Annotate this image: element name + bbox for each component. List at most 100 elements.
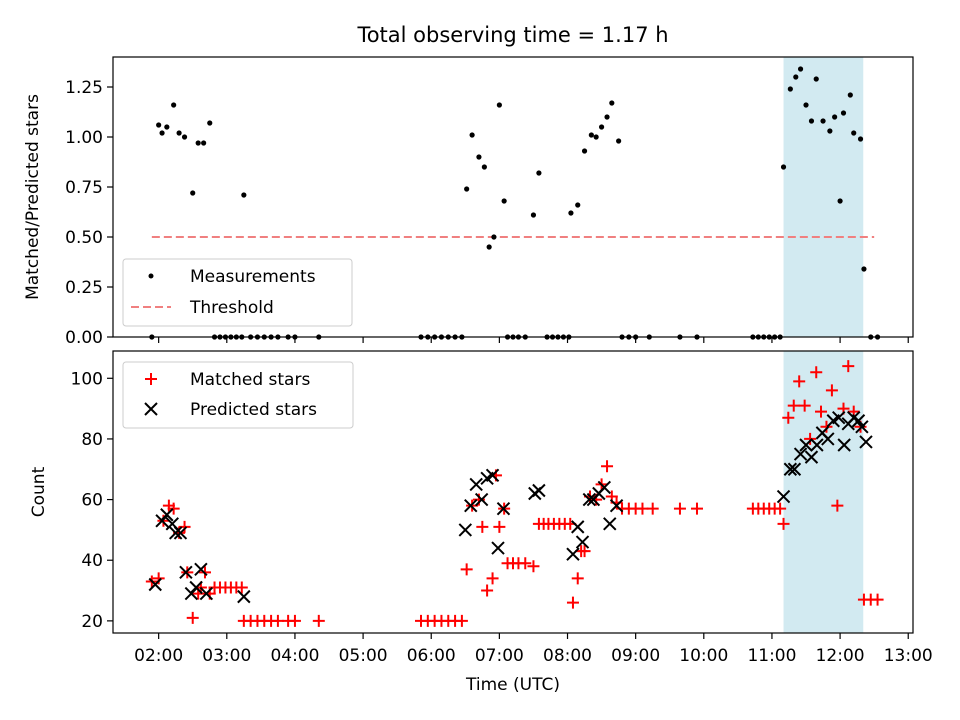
measurement-point <box>593 134 599 140</box>
predicted-stars-point <box>776 489 791 504</box>
matched-stars-point <box>476 520 489 533</box>
y-tick-label: 0.50 <box>65 228 103 248</box>
measurement-point <box>156 122 162 128</box>
measurement-point <box>827 128 833 134</box>
predicted-stars-point <box>832 411 846 425</box>
matched-stars-point <box>820 420 833 433</box>
measurement-point <box>171 102 177 108</box>
measurement-point <box>857 136 864 142</box>
predicted-stars-point <box>199 586 214 601</box>
predicted-stars-point <box>194 562 208 577</box>
measurement-point <box>820 118 826 124</box>
predicted-stars-point <box>821 432 835 446</box>
y-tick-label: 1.00 <box>65 128 103 148</box>
predicted-stars-point <box>783 462 798 476</box>
predicted-stars-point <box>571 520 585 534</box>
matched-stars-point <box>566 596 579 609</box>
matched-stars-point <box>646 502 659 515</box>
matched-stars-point <box>167 502 180 515</box>
highlight-span-bottom <box>783 351 864 633</box>
matched-stars-point <box>777 517 790 530</box>
matched-stars-point <box>486 572 499 585</box>
matched-stars-point <box>798 399 811 412</box>
ratio-y-ticks: 0.00 0.25 0.50 0.75 1.00 1.25 <box>65 78 113 348</box>
ratio-axes-frame <box>112 56 914 338</box>
predicted-stars-point <box>532 483 546 498</box>
predicted-stars-point <box>179 565 193 580</box>
matched-stars-point <box>810 366 823 379</box>
measurement-point <box>530 212 537 218</box>
measurement-point <box>851 130 857 136</box>
predicted-stars-point <box>799 438 813 452</box>
y-tick-label: 80 <box>81 430 103 450</box>
matched-stars-point <box>472 493 485 506</box>
count-axes-frame <box>112 350 914 634</box>
matched-stars-point <box>235 581 248 594</box>
measurement-point <box>803 102 809 108</box>
matched-stars-point <box>460 563 473 576</box>
matched-stars-point <box>815 405 828 418</box>
highlight-span-top <box>783 57 864 337</box>
measurement-point <box>793 74 799 80</box>
matched-stars-point <box>578 545 591 558</box>
matched-stars-point <box>871 593 884 606</box>
measurements-legend-marker <box>148 273 154 279</box>
count-y-axis-label: Count <box>29 466 49 517</box>
ratio-legend-box <box>122 258 353 327</box>
matched-stars-point <box>673 502 686 515</box>
matched-stars-point <box>571 572 584 585</box>
x-tick-label: 10:00 <box>679 646 728 666</box>
count-panel: 20 40 60 80 100 02:00 03:00 04:00 05:00 06:00 07:… <box>29 350 933 695</box>
measurement-point <box>469 132 475 138</box>
y-tick-label: 100 <box>71 369 103 389</box>
matched-stars-point <box>804 432 817 445</box>
matched-stars-point <box>782 411 795 424</box>
matched-stars-point <box>312 614 325 627</box>
measurement-point <box>780 164 787 170</box>
y-tick-label: 0.75 <box>65 178 103 198</box>
predicted-stars-point <box>173 526 188 540</box>
measurement-point <box>201 140 207 146</box>
matched-stars-point <box>774 502 787 515</box>
predicted-stars-point <box>597 480 612 495</box>
measurement-point <box>813 76 819 82</box>
matched-stars-legend-label: Matched stars <box>190 370 310 390</box>
predicted-stars-point <box>237 589 251 604</box>
measurement-point <box>837 198 843 204</box>
chart-title: Total observing time = 1.17 h <box>356 23 668 47</box>
measurement-point <box>609 100 615 106</box>
matched-stars-point <box>842 360 855 373</box>
measurement-point <box>840 110 847 116</box>
measurement-point <box>464 186 470 192</box>
predicted-stars-point <box>458 523 473 537</box>
time-x-axis-label: Time (UTC) <box>465 675 560 695</box>
measurement-point <box>481 164 487 170</box>
ratio-legend: Measurements Threshold <box>122 258 353 327</box>
x-tick-label: 06:00 <box>407 646 456 666</box>
predicted-stars-point <box>168 526 183 540</box>
measurement-point <box>241 192 247 198</box>
x-tick-label: 08:00 <box>543 646 592 666</box>
measurement-point <box>598 124 605 130</box>
measurement-point <box>181 134 188 140</box>
measurement-point <box>159 130 165 136</box>
matched-stars-point <box>493 520 506 533</box>
measurement-point <box>588 132 594 138</box>
predicted-stars-point <box>793 447 808 461</box>
measurement-point <box>164 124 170 130</box>
x-tick-label: 04:00 <box>270 646 319 666</box>
measurement-point <box>581 148 588 154</box>
predicted-stars-point <box>855 420 869 434</box>
matched-stars-point <box>690 502 703 515</box>
threshold-legend-label: Threshold <box>189 298 274 318</box>
count-x-ticks: 02:00 03:00 04:00 05:00 06:00 07:00 08:00 09:00… <box>134 633 933 666</box>
predicted-stars-point <box>160 508 174 522</box>
measurement-point <box>797 66 804 72</box>
matched-stars-point <box>527 560 540 573</box>
measurement-point <box>861 266 867 272</box>
matched-stars-point <box>601 460 614 473</box>
measurement-point <box>491 234 497 240</box>
predicted-stars-point <box>464 498 478 513</box>
matched-stars-point <box>455 614 468 627</box>
matched-stars-point <box>186 611 199 624</box>
